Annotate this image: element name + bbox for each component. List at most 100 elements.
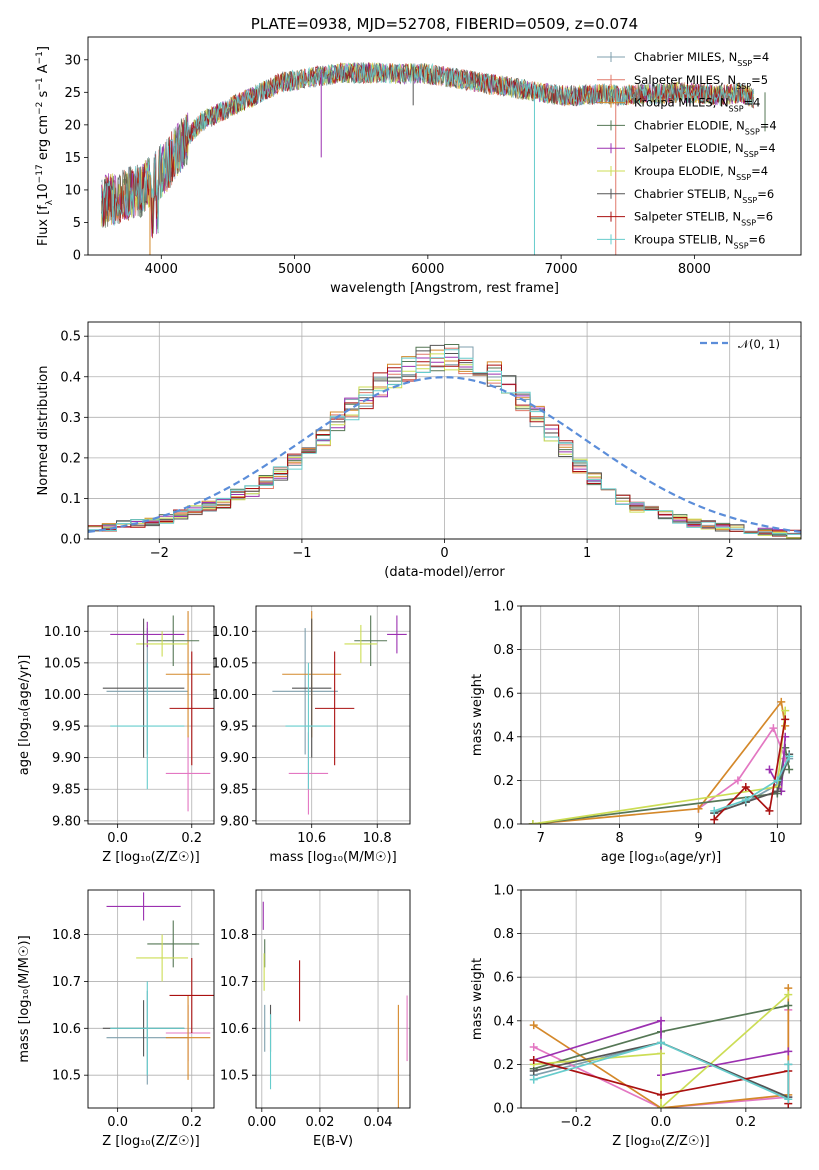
y-axis-label: mass weight — [470, 958, 485, 1040]
legend-nssp-sub: SSP — [737, 59, 752, 68]
weight-marker — [765, 806, 774, 815]
legend-nssp-sub: SSP — [736, 173, 751, 182]
chart-mass-vs-Z: 0.0 0.2 10.5 10.6 10.7 10.8 Z [log₁₀(Z/Z☉)] mas… — [17, 889, 215, 1149]
x-tick-label: 10 — [769, 831, 786, 846]
weight-marker — [657, 1090, 665, 1099]
x-axis-label: Z [log₁₀(Z/Z☉)] — [612, 1134, 709, 1149]
x-tick-label: 0.0 — [107, 831, 128, 846]
legend-series-name: Salpeter STELIB, N — [634, 210, 741, 224]
y-tick-label: 10 — [64, 183, 81, 198]
weight-marker — [733, 776, 742, 785]
weight-marker — [784, 1095, 793, 1104]
y-tick-label: 0.4 — [493, 730, 514, 745]
spectrum-series — [100, 62, 755, 239]
legend-nssp-value: =4 — [760, 118, 777, 132]
y-tick-label: 0.5 — [60, 330, 81, 345]
y-label-part: s — [36, 90, 51, 101]
y-tick-label: 10.8 — [220, 928, 249, 943]
x-tick-label: −2 — [150, 546, 169, 561]
y-tick-label: 0.1 — [60, 492, 81, 507]
y-axis-label: Flux [fλ10−17 erg cm−2 s−1 A−1] — [35, 46, 55, 246]
y-tick-label: 1.0 — [493, 884, 514, 899]
weight-marker — [529, 1056, 538, 1065]
x-tick-label: 0.00 — [247, 1115, 276, 1130]
x-tick-label: 8000 — [678, 262, 711, 277]
chart-age-vs-Z: 0.0 0.2 9.80 9.85 9.90 9.95 10.00 10.05 10.10 Z [… — [17, 605, 215, 865]
y-tick-label: 0.0 — [493, 1102, 514, 1117]
legend-entry: Salpeter MILES, NSSP=5 — [634, 73, 768, 91]
x-tick-label: 10.8 — [363, 831, 392, 846]
y-label-part: Flux [f — [36, 205, 51, 246]
axes-frame — [87, 605, 215, 825]
legend-series-name: Chabrier STELIB, N — [634, 187, 742, 201]
y-tick-label: 0.0 — [493, 818, 514, 833]
legend-nssp-value: =4 — [752, 50, 769, 64]
legend-nssp-value: =6 — [756, 210, 773, 224]
y-tick-label: 9.90 — [52, 751, 81, 766]
weight-marker — [710, 806, 719, 815]
weight-marker — [529, 1075, 538, 1084]
weight-marker — [773, 776, 782, 785]
x-tick-label: 0.2 — [181, 831, 202, 846]
x-tick-label: 10.6 — [297, 831, 326, 846]
y-tick-label: 9.95 — [220, 720, 249, 735]
x-tick-label: −1 — [292, 546, 311, 561]
legend-entry: Chabrier STELIB, NSSP=6 — [634, 187, 774, 205]
legend-entry: Salpeter STELIB, NSSP=6 — [634, 210, 773, 228]
y-tick-label: 10.7 — [220, 975, 249, 990]
y-tick-label: 20 — [64, 118, 81, 133]
axes-frame — [87, 321, 802, 540]
chart-age-vs-mass: 10.6 10.8 9.80 9.85 9.90 9.95 10.00 10.05 10.10 m… — [212, 605, 411, 865]
x-tick-label: 8 — [615, 831, 623, 846]
x-axis-label: age [log₁₀(age/yr)] — [601, 850, 722, 865]
y-tick-label: 9.80 — [52, 814, 81, 829]
y-tick-label: 9.85 — [220, 783, 249, 798]
legend-nssp-value: =4 — [751, 164, 768, 178]
y-tick-label: 5 — [73, 216, 81, 231]
weight-marker — [529, 1066, 538, 1075]
y-tick-label: 10.7 — [52, 975, 81, 990]
legend-entry: Kroupa ELODIE, NSSP=4 — [634, 164, 768, 182]
x-axis-label: wavelength [Angstrom, rest frame] — [330, 281, 559, 296]
legend-entry: Salpeter ELODIE, NSSP=4 — [634, 141, 776, 159]
legend-series-name: Salpeter ELODIE, N — [634, 141, 744, 155]
y-tick-label: 10.10 — [44, 625, 81, 640]
y-tick-label: 10.00 — [44, 688, 81, 703]
x-axis-label: (data-model)/error — [384, 565, 505, 580]
weight-marker — [657, 1038, 665, 1047]
legend-nssp-sub: SSP — [741, 218, 756, 227]
y-tick-label: 15 — [64, 151, 81, 166]
legend-nssp-sub: SSP — [729, 104, 744, 113]
x-axis-label: E(B-V) — [313, 1134, 353, 1149]
weight-marker — [781, 715, 790, 724]
y-tick-label: 10.10 — [212, 625, 249, 640]
legend-series-name: Kroupa STELIB, N — [634, 232, 734, 246]
legend-nssp-value: =5 — [751, 73, 768, 87]
x-axis-label: Z [log₁₀(Z/Z☉)] — [102, 850, 199, 865]
y-tick-label: 0.4 — [493, 1014, 514, 1029]
y-tick-label: 10.00 — [212, 688, 249, 703]
chart-title: PLATE=0938, MJD=52708, FIBERID=0509, z=0… — [251, 15, 638, 33]
x-tick-label: 1 — [583, 546, 591, 561]
plot-area — [529, 984, 793, 1108]
axes-frame — [87, 36, 802, 256]
x-tick-label: 4000 — [145, 262, 178, 277]
legend-series-name: Kroupa MILES, N — [634, 96, 729, 110]
axes-frame — [87, 889, 215, 1109]
plot-area — [102, 611, 214, 812]
y-axis-label: mass weight — [470, 674, 485, 756]
y-tick-label: 10.6 — [52, 1022, 81, 1037]
legend-entry: Chabrier ELODIE, NSSP=4 — [634, 118, 777, 136]
weight-marker — [528, 820, 537, 824]
legend-nssp-sub: SSP — [745, 127, 760, 136]
y-tick-label: 10.6 — [220, 1022, 249, 1037]
weight-marker — [657, 1016, 665, 1025]
legend-entry: Kroupa MILES, NSSP=4 — [634, 96, 760, 114]
x-tick-label: 0.2 — [736, 1115, 757, 1130]
y-label-part: ] — [36, 46, 51, 51]
legend-entry: Kroupa STELIB, NSSP=6 — [634, 232, 765, 250]
y-tick-label: 0.6 — [493, 687, 514, 702]
weight-marker — [785, 765, 794, 774]
y-tick-label: 1.0 — [493, 600, 514, 615]
weight-series-line — [713, 719, 787, 821]
